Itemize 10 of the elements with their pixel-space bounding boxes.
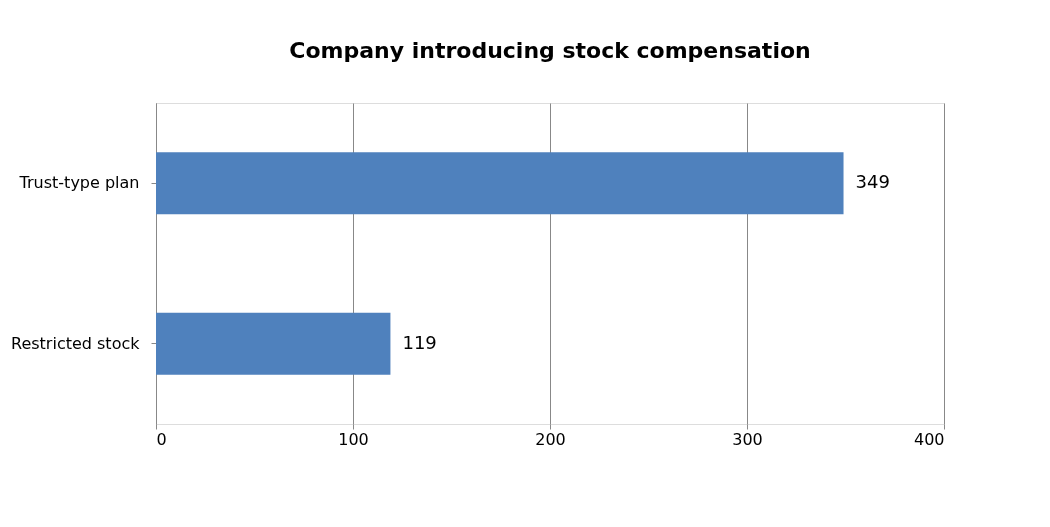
data-label: 119 <box>402 331 437 353</box>
x-tick-label: 400 <box>913 429 945 449</box>
x-tick-label: 300 <box>732 429 763 449</box>
x-tick-label: 100 <box>338 429 369 449</box>
chart-title: Company introducing stock compensation <box>289 38 811 63</box>
x-tick-label: 200 <box>535 429 566 449</box>
x-tick-label: 0 <box>156 429 167 449</box>
y-tick-label: Trust-type plan <box>18 173 140 193</box>
data-label: 349 <box>855 171 890 193</box>
y-tick-label: Restricted stock <box>11 333 141 353</box>
